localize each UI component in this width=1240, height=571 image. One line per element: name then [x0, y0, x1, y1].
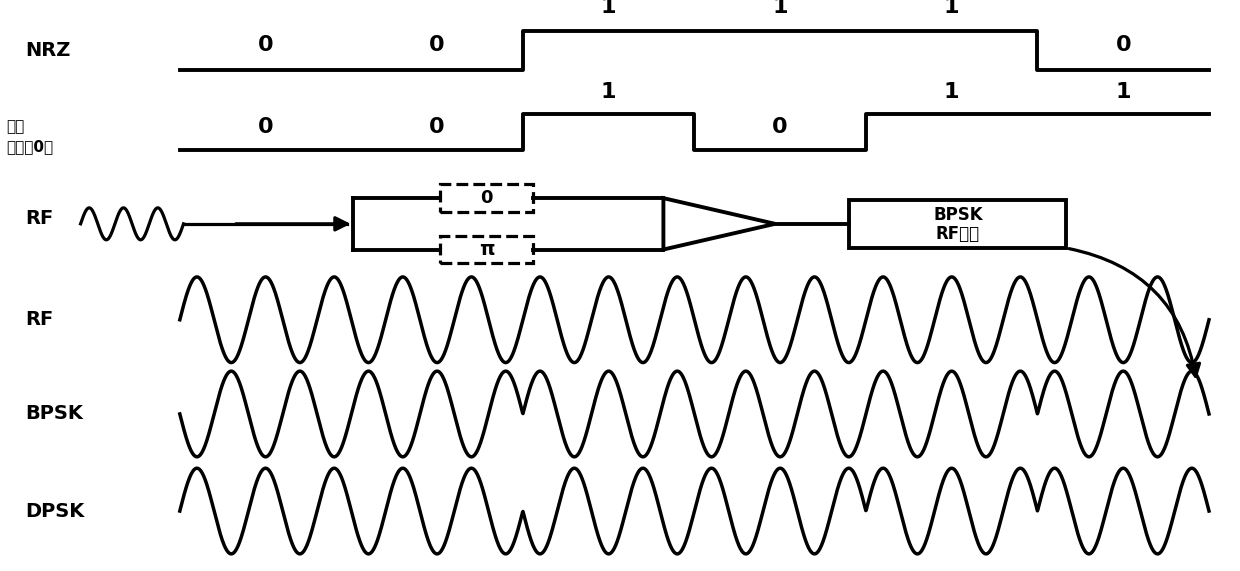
Text: 1: 1: [944, 0, 960, 17]
Text: 1: 1: [1116, 82, 1131, 102]
Text: 1: 1: [944, 82, 960, 102]
Text: 1: 1: [773, 0, 787, 17]
Text: RF信号: RF信号: [936, 225, 980, 243]
Text: 0: 0: [258, 117, 273, 137]
Text: DPSK: DPSK: [25, 501, 84, 521]
Text: 0: 0: [1116, 35, 1131, 55]
Text: 相对: 相对: [6, 119, 25, 134]
Text: π: π: [479, 240, 495, 259]
Text: BPSK: BPSK: [932, 206, 983, 224]
FancyBboxPatch shape: [440, 184, 533, 212]
Text: 位移（0）: 位移（0）: [6, 139, 53, 154]
Text: 0: 0: [773, 117, 787, 137]
Polygon shape: [663, 198, 775, 250]
Text: RF: RF: [25, 208, 53, 228]
Text: 0: 0: [258, 35, 273, 55]
Text: 0: 0: [480, 189, 494, 207]
Text: NRZ: NRZ: [25, 41, 71, 60]
Text: 1: 1: [601, 82, 616, 102]
Text: 1: 1: [601, 0, 616, 17]
Text: 0: 0: [429, 35, 445, 55]
Text: 0: 0: [429, 117, 445, 137]
FancyBboxPatch shape: [440, 236, 533, 263]
Text: RF: RF: [25, 310, 53, 329]
FancyBboxPatch shape: [849, 200, 1066, 248]
Text: BPSK: BPSK: [25, 404, 83, 424]
